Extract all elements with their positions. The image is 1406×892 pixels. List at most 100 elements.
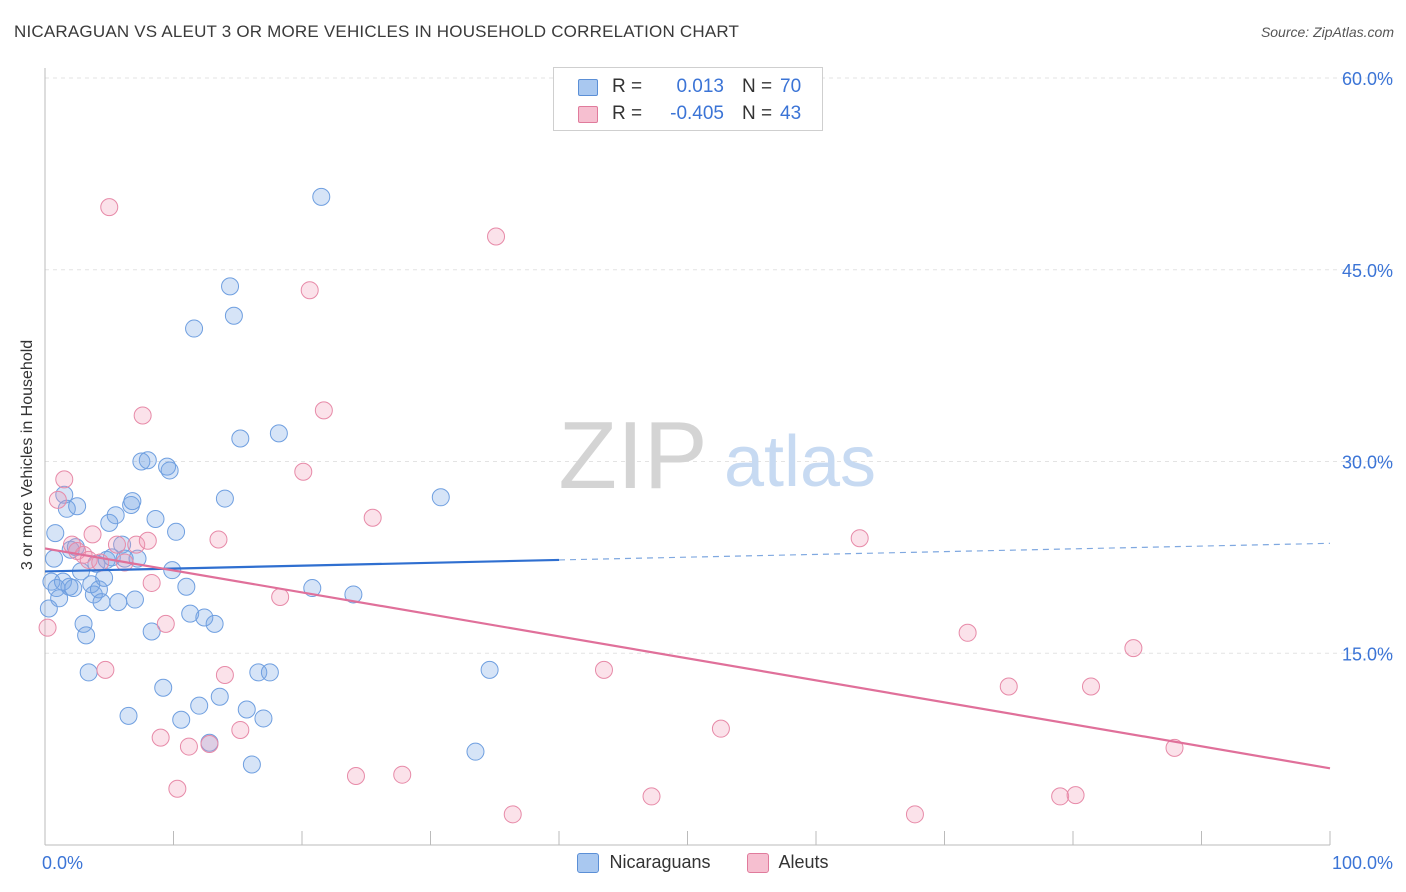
aleut-point (209, 530, 228, 549)
aleut-point (200, 735, 219, 754)
nicaraguan-point (195, 608, 214, 627)
aleut-point (231, 720, 250, 739)
nicaraguan-point (215, 489, 234, 508)
nicaraguan-point (154, 678, 173, 697)
aleut-point (127, 535, 146, 554)
nicaraguan-point (260, 663, 279, 682)
nicaraguan-point (68, 497, 87, 516)
aleut-point (1081, 677, 1100, 696)
nicaraguan-point (224, 306, 243, 325)
nicaraguan-point (344, 585, 363, 604)
nicaraguan-point (466, 742, 485, 761)
nicaraguan-point (210, 687, 229, 706)
aleut-point (999, 677, 1018, 696)
legend-r-value: 0.013 (676, 76, 724, 97)
aleut-point (100, 198, 119, 217)
gridlines (45, 77, 1393, 654)
aleut-point (642, 787, 661, 806)
watermark-atlas: atlas (724, 422, 876, 502)
legend-n-value: 43 (780, 103, 802, 124)
aleut-point (594, 660, 613, 679)
y-tick-label: 45.0% (1342, 261, 1393, 281)
aleut-point (271, 588, 290, 607)
nicaraguan-point (431, 488, 450, 507)
legend-swatch-nicaraguans (578, 78, 598, 96)
nicaraguan-point (254, 709, 273, 728)
legend-item-aleuts[interactable]: Aleuts (746, 852, 829, 873)
y-tick-label: 30.0% (1342, 453, 1393, 473)
aleut-point (151, 728, 170, 747)
source-label: Source: ZipAtlas.com (1260, 24, 1394, 40)
legend-r-label: R = (612, 76, 643, 97)
aleut-point (142, 573, 161, 592)
nicaraguan-point (138, 451, 157, 470)
aleut-point (215, 665, 234, 684)
nicaraguan-point (146, 510, 165, 529)
nicaraguan-point (312, 187, 331, 206)
nicaraguans-trend-line (44, 558, 560, 573)
aleuts-trend-line (44, 547, 1331, 770)
nicaraguan-point (480, 660, 499, 679)
aleut-point (168, 779, 187, 798)
aleut-point (133, 406, 152, 425)
aleut-point (38, 618, 57, 637)
aleut-point (96, 660, 115, 679)
aleut-point (294, 462, 313, 481)
legend-n-value: 70 (780, 76, 802, 97)
legend-item-nicaraguans[interactable]: Nicaraguans (577, 852, 711, 873)
nicaraguan-point (177, 577, 196, 596)
nicaraguan-point (242, 755, 261, 774)
correlation-legend: R = 0.013 N = 70 R = -0.405 N = 43 (553, 67, 823, 131)
legend-label-aleuts: Aleuts (778, 852, 829, 872)
aleut-point (346, 766, 365, 785)
aleut-point (363, 508, 382, 527)
nicaraguan-point (77, 626, 96, 645)
legend-swatch-nicaraguans (577, 852, 600, 873)
legend-swatch-aleuts (746, 852, 769, 873)
nicaraguan-point (269, 424, 288, 443)
nicaraguan-point (92, 593, 111, 612)
nicaraguan-point (231, 429, 250, 448)
chart-title: NICARAGUAN VS ALEUT 3 OR MORE VEHICLES I… (14, 22, 740, 41)
legend-r-value: -0.405 (670, 103, 724, 124)
nicaraguan-point (64, 579, 83, 598)
nicaraguans-points (39, 187, 499, 774)
nicaraguan-point (119, 706, 138, 725)
x-tick-label: 100.0% (1332, 853, 1393, 873)
aleut-point (1051, 787, 1070, 806)
aleut-point (1124, 639, 1143, 658)
aleut-point (83, 525, 102, 544)
nicaraguan-point (123, 492, 142, 511)
y-tick-label: 15.0% (1342, 644, 1393, 664)
aleut-point (850, 529, 869, 548)
nicaraguan-point (237, 700, 256, 719)
legend-row-aleuts: R = -0.405 N = 43 (578, 102, 801, 126)
nicaraguan-point (125, 590, 144, 609)
nicaraguan-point (185, 319, 204, 338)
aleut-point (711, 719, 730, 738)
nicaraguan-point (113, 535, 132, 554)
aleut-point (393, 765, 412, 784)
aleut-point (138, 531, 157, 550)
aleut-point (55, 470, 74, 489)
x-tick-label: 0.0% (42, 853, 83, 873)
legend-r-label: R = (612, 103, 643, 124)
legend-row-nicaraguans: R = 0.013 N = 70 (578, 75, 801, 99)
aleut-point (107, 535, 126, 554)
aleut-point (300, 281, 319, 300)
legend-n-label: N = (742, 103, 773, 124)
aleuts-points (38, 198, 1184, 824)
nicaraguan-point (74, 614, 93, 633)
nicaraguan-point (46, 524, 65, 543)
nicaraguan-point (142, 622, 161, 641)
nicaraguan-point (109, 593, 128, 612)
y-tick-label: 60.0% (1342, 69, 1393, 89)
nicaraguan-point (190, 696, 209, 715)
nicaraguan-point (221, 277, 240, 296)
nicaraguan-point (160, 461, 179, 480)
axes (44, 68, 1331, 846)
nicaraguan-point (132, 452, 151, 471)
aleut-point (1066, 786, 1085, 805)
legend-swatch-aleuts (578, 105, 598, 123)
